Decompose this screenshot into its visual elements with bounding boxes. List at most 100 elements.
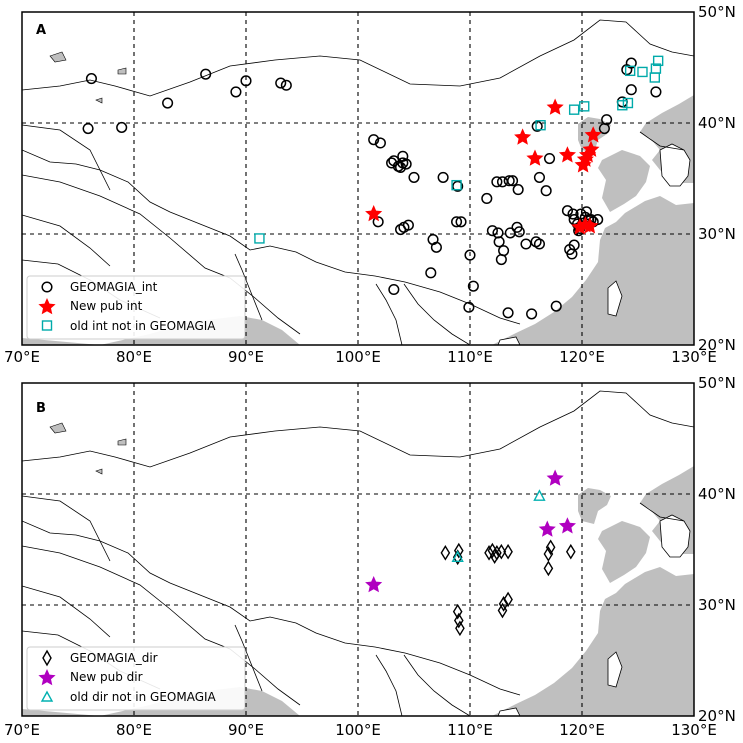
hainan-island bbox=[497, 336, 521, 345]
geomagia-int-circle-marker bbox=[388, 283, 400, 296]
geomagia-int-circle-marker bbox=[386, 157, 398, 169]
new-pub-int-star-marker bbox=[574, 156, 592, 173]
markers-panel-a bbox=[82, 55, 664, 320]
geomagia-dir-diamond-marker bbox=[543, 560, 554, 577]
geomagia-dir-diamond-marker bbox=[497, 602, 508, 619]
basemap-a: GEOMAGIA_int New pub int old int not in … bbox=[22, 12, 694, 345]
geomagia-dir-diamond-marker bbox=[452, 603, 463, 620]
lat-tick-label: 20°N bbox=[698, 707, 736, 725]
old-int-square-marker bbox=[254, 233, 265, 244]
geomagia-dir-diamond-marker bbox=[453, 542, 464, 559]
geomagia-int-circle-marker bbox=[504, 227, 516, 239]
geomagia-int-circle-marker bbox=[368, 134, 380, 146]
legend-label: GEOMAGIA_int bbox=[70, 280, 158, 294]
new-pub-int-star-marker bbox=[558, 146, 576, 163]
geomagia-dir-diamond-marker bbox=[543, 546, 554, 562]
new-pub-int-star-marker bbox=[546, 98, 564, 115]
geomagia-int-circle-marker bbox=[531, 120, 543, 132]
lon-tick-label: 120°E bbox=[559, 348, 605, 366]
legend-label: old dir not in GEOMAGIA bbox=[70, 690, 217, 704]
geomagia-int-circle-marker bbox=[533, 171, 545, 183]
geomagia-int-circle-marker bbox=[543, 152, 556, 165]
map-frame bbox=[21, 382, 695, 717]
geomagia-int-circle-marker bbox=[275, 77, 287, 89]
geomagia-dir-diamond-marker bbox=[498, 596, 509, 612]
geomagia-int-circle-marker bbox=[503, 175, 515, 187]
geomagia-int-circle-marker bbox=[240, 75, 252, 87]
lon-tick-label: 90°E bbox=[228, 721, 264, 739]
old-int-square-marker bbox=[535, 120, 546, 131]
geomagia-int-circle-marker bbox=[580, 206, 593, 218]
geomagia-int-circle-marker bbox=[540, 185, 552, 197]
geomagia-int-circle-marker bbox=[200, 68, 212, 80]
geomagia-int-circle-marker bbox=[452, 180, 464, 192]
old-int-square-marker bbox=[617, 100, 628, 111]
legend-label: New pub int bbox=[70, 299, 143, 313]
new-pub-dir-star-marker bbox=[546, 469, 564, 486]
new-pub-int-star-marker bbox=[365, 205, 383, 222]
legend-star-marker-icon bbox=[38, 669, 56, 686]
geomagia-dir-diamond-marker bbox=[565, 543, 576, 560]
country-borders-a bbox=[22, 19, 694, 345]
old-int-square-marker bbox=[622, 97, 634, 109]
lat-tick-label: 40°N bbox=[698, 485, 736, 503]
geomagia-int-circle-marker bbox=[162, 97, 174, 109]
geomagia-int-circle-marker bbox=[575, 208, 587, 220]
geomagia-dir-diamond-marker bbox=[503, 543, 513, 560]
geomagia-int-circle-marker bbox=[486, 225, 498, 237]
geomagia-int-circle-marker bbox=[530, 236, 542, 248]
legend-circle-marker-icon bbox=[41, 281, 53, 293]
korea-peninsula bbox=[659, 143, 691, 187]
geomagia-int-circle-marker bbox=[372, 216, 384, 228]
legend-box bbox=[26, 275, 246, 340]
korea-peninsula bbox=[659, 514, 691, 558]
lon-tick-label: 110°E bbox=[447, 348, 493, 366]
legend-b: GEOMAGIA_dir New pub dir old dir not in … bbox=[26, 646, 246, 711]
gridlines-b bbox=[22, 383, 694, 716]
basemap-b: GEOMAGIA_dir New pub dir old dir not in … bbox=[22, 383, 694, 716]
geomagia-int-circle-marker bbox=[464, 249, 476, 261]
geomagia-dir-diamond-marker bbox=[503, 591, 513, 608]
geomagia-int-circle-marker bbox=[650, 86, 662, 98]
lakes-a bbox=[49, 51, 127, 104]
new-pub-int-star-marker bbox=[526, 149, 544, 166]
geomagia-dir-diamond-marker bbox=[452, 549, 463, 566]
old-int-square-marker bbox=[637, 66, 648, 78]
new-pub-int-star-marker bbox=[581, 217, 599, 234]
legend-square-marker-icon bbox=[41, 320, 53, 331]
lon-tick-label: 130°E bbox=[671, 721, 717, 739]
old-int-square-marker bbox=[649, 72, 660, 83]
old-dir-triangle-marker bbox=[533, 489, 546, 501]
geomagia-int-circle-marker bbox=[625, 57, 637, 69]
lat-tick-label: 30°N bbox=[698, 596, 736, 614]
geomagia-int-circle-marker bbox=[533, 238, 545, 250]
panel-label: A bbox=[36, 23, 46, 38]
geomagia-int-circle-marker bbox=[395, 161, 407, 173]
lon-tick-label: 80°E bbox=[116, 348, 152, 366]
old-dir-triangle-marker bbox=[451, 550, 464, 562]
geomagia-int-circle-marker bbox=[507, 175, 519, 187]
geomagia-int-circle-marker bbox=[425, 267, 437, 279]
geomagia-int-circle-marker bbox=[430, 241, 442, 253]
lon-tick-label: 70°E bbox=[4, 348, 40, 366]
legend-triangle-marker-icon bbox=[40, 690, 54, 702]
geomagia-dir-diamond-marker bbox=[496, 543, 507, 560]
new-pub-dir-star-marker bbox=[365, 576, 383, 593]
lon-tick-label: 80°E bbox=[116, 721, 152, 739]
geomagia-int-circle-marker bbox=[592, 214, 604, 226]
taiwan-island bbox=[607, 280, 623, 317]
lon-tick-label: 120°E bbox=[559, 721, 605, 739]
geomagia-int-circle-marker bbox=[601, 114, 613, 126]
geomagia-int-circle-marker bbox=[455, 216, 467, 228]
lon-tick-label: 70°E bbox=[4, 721, 40, 739]
geomagia-dir-diamond-marker bbox=[492, 544, 502, 561]
geomagia-int-circle-marker bbox=[400, 158, 412, 170]
geomagia-int-circle-marker bbox=[230, 86, 242, 98]
lat-tick-label: 50°N bbox=[698, 374, 736, 392]
yellow-sea-area bbox=[598, 521, 650, 583]
geomagia-dir-diamond-marker bbox=[440, 544, 451, 561]
legend-a: GEOMAGIA_int New pub int old int not in … bbox=[26, 275, 246, 340]
east-china-sea-area bbox=[492, 567, 694, 716]
lon-tick-label: 110°E bbox=[447, 721, 493, 739]
geomagia-int-circle-marker bbox=[566, 248, 578, 260]
